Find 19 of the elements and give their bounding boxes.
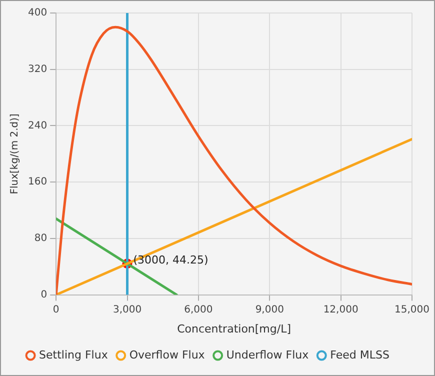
x-tick-label: 3,000 [112,304,142,316]
y-tick-label: 400 [28,8,48,19]
x-tick-label: 12,000 [323,304,358,316]
legend-label: Feed MLSS [330,348,390,362]
y-axis-title: Flux[kg/(m 2.d)] [10,113,21,194]
x-tick-label: 0 [52,304,60,316]
x-axis-title: Concentration[mg/L] [177,322,292,336]
x-tick-label: 6,000 [184,304,213,316]
y-tick-label: 160 [28,176,48,188]
x-tick-label: 15,000 [394,304,430,316]
legend-label: Underflow Flux [226,348,310,362]
y-tick-label: 320 [28,64,48,75]
legend-label: Settling Flux [39,348,108,362]
y-tick-label: 0 [40,289,48,300]
legend-label: Overflow Flux [129,348,206,362]
y-tick-label: 240 [28,120,48,132]
x-tick-label: 9,000 [255,304,284,316]
y-tick-label: 80 [34,233,48,244]
data-label: (3000, 44.25) [133,253,208,266]
